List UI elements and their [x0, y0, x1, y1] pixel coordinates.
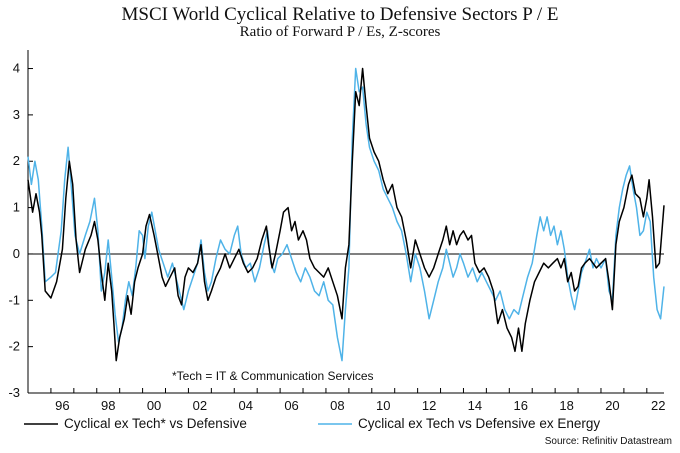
series-layer: [27, 67, 665, 362]
x-tick-label: 06: [284, 398, 298, 413]
x-tick-label: 96: [55, 398, 69, 413]
y-tick-label: 4: [13, 61, 20, 76]
series-line-2: [27, 67, 665, 362]
legend-label-2: Cyclical ex Tech vs Defensive ex Energy: [358, 416, 600, 431]
x-tick-label: 08: [330, 398, 344, 413]
x-tick-label: 16: [514, 398, 528, 413]
x-tick-label: 22: [651, 398, 665, 413]
chart-subtitle: Ratio of Forward P / Es, Z-scores: [239, 24, 441, 40]
x-tick-label: 20: [605, 398, 619, 413]
x-tick-label: 98: [101, 398, 115, 413]
y-tick-label: 0: [13, 246, 20, 261]
legend-label-1: Cyclical ex Tech* vs Defensive: [64, 416, 247, 431]
y-tick-label: 1: [13, 200, 20, 215]
x-tick-label: 14: [468, 398, 482, 413]
y-tick-label: -3: [8, 385, 20, 400]
legend: Cyclical ex Tech* vs Defensive Cyclical e…: [24, 416, 600, 431]
chart-title: MSCI World Cyclical Relative to Defensiv…: [121, 4, 559, 25]
y-tick-label: 3: [13, 107, 20, 122]
y-tick-label: 2: [13, 153, 20, 168]
series-line-1: [27, 67, 665, 362]
x-tick-label: 12: [422, 398, 436, 413]
x-tick-label: 18: [559, 398, 573, 413]
x-tick-label: 02: [193, 398, 207, 413]
x-tick-label: 00: [147, 398, 161, 413]
x-tick-label: 04: [238, 398, 252, 413]
source-note: Source: Refinitiv Datastream: [545, 436, 672, 447]
x-tick-label: 10: [376, 398, 390, 413]
y-tick-label: -1: [8, 292, 20, 307]
chart-annotation: *Tech = IT & Communication Services: [172, 369, 374, 383]
y-tick-label: -2: [8, 339, 20, 354]
